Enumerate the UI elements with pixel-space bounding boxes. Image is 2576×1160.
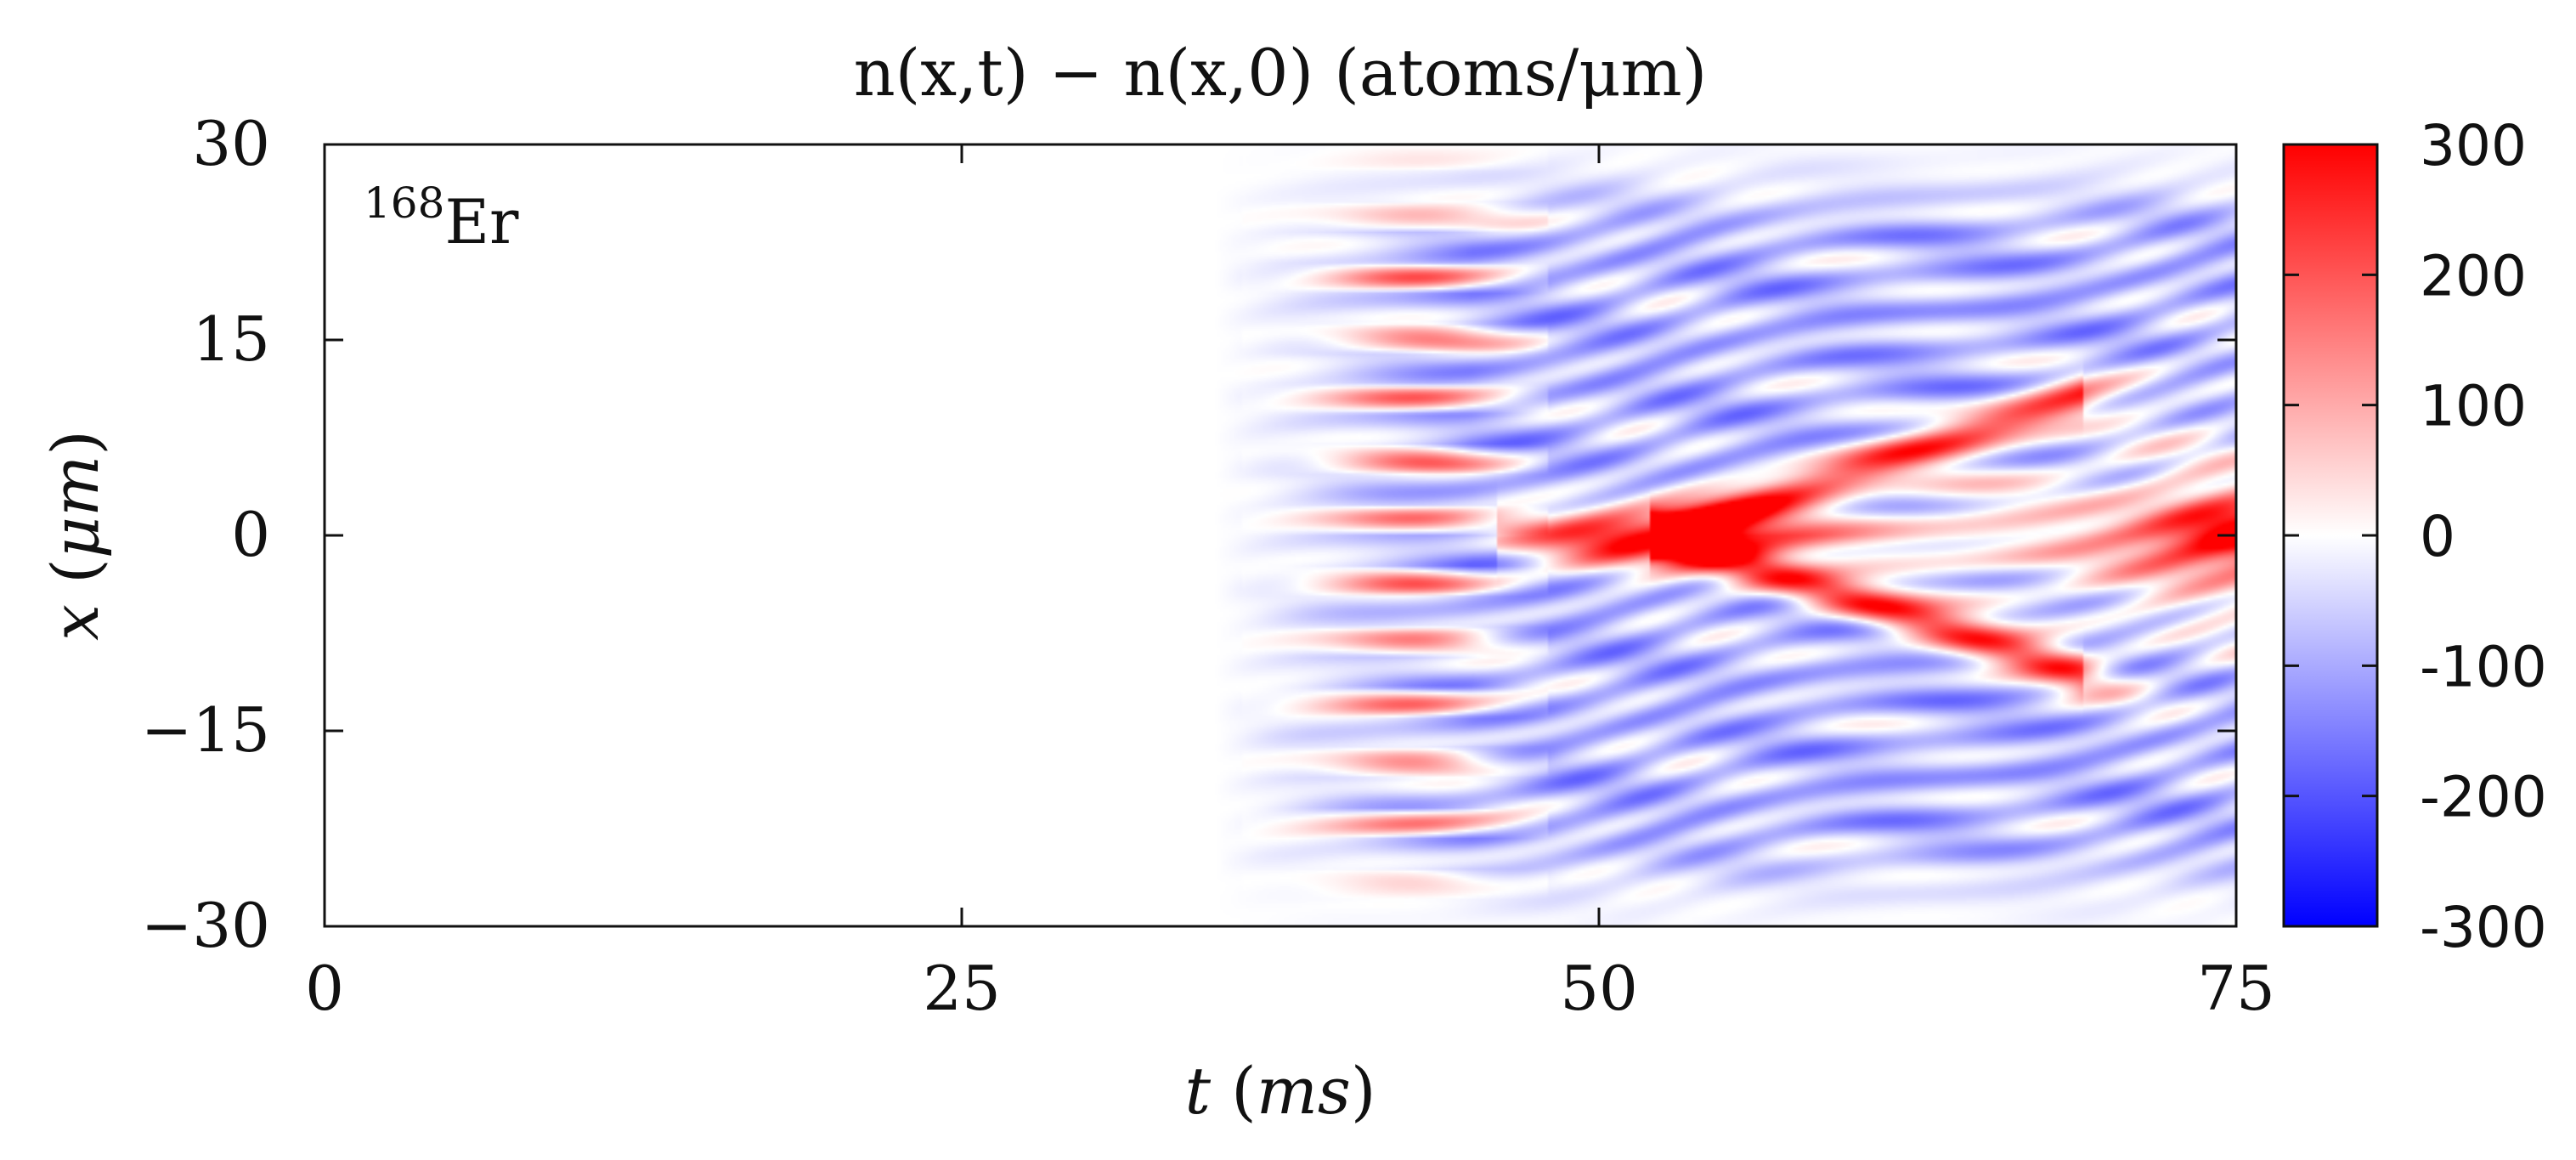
isotope-mass-number: 168 xyxy=(364,178,444,228)
chart-title: n(x,t) − n(x,0) (atoms/μm) xyxy=(854,35,1708,110)
colorbar-tick-label: 300 xyxy=(2420,113,2527,178)
colorbar-tick-label: 100 xyxy=(2420,374,2527,439)
colorbar-tick-label: 200 xyxy=(2420,243,2527,308)
x-tick-label: 50 xyxy=(1560,953,1638,1024)
y-tick-label: 0 xyxy=(231,499,270,570)
x-tick-label: 25 xyxy=(923,953,1001,1024)
heatmap-canvas xyxy=(325,144,2236,926)
colorbar-tick-label: -200 xyxy=(2420,765,2547,830)
x-tick-label: 75 xyxy=(2197,953,2275,1024)
colorbar-tick-label: 0 xyxy=(2420,504,2455,569)
x-axis-title: t (ms) xyxy=(1184,1053,1376,1129)
heatmap-area xyxy=(325,144,2236,926)
x-tick-label: 0 xyxy=(305,953,344,1024)
colorbar-tick-label: -100 xyxy=(2420,634,2547,699)
colorbar xyxy=(2282,143,2379,928)
isotope-symbol: Er xyxy=(444,186,519,257)
y-tick-label: −30 xyxy=(141,890,270,961)
colorbar-ticks: 300 200 100 0 -100 -200 -300 xyxy=(2284,113,2547,960)
isotope-annotation: 168Er xyxy=(364,178,519,257)
colorbar-tick-label: -300 xyxy=(2420,895,2547,960)
y-axis-title: x (μm) xyxy=(37,430,113,641)
y-tick-label: 30 xyxy=(192,108,270,179)
x-axis-ticks: 0 25 50 75 xyxy=(305,144,2275,1024)
y-tick-label: −15 xyxy=(141,694,270,766)
y-axis-ticks: 30 15 0 −15 −30 xyxy=(141,108,2236,961)
y-tick-label: 15 xyxy=(192,303,270,375)
